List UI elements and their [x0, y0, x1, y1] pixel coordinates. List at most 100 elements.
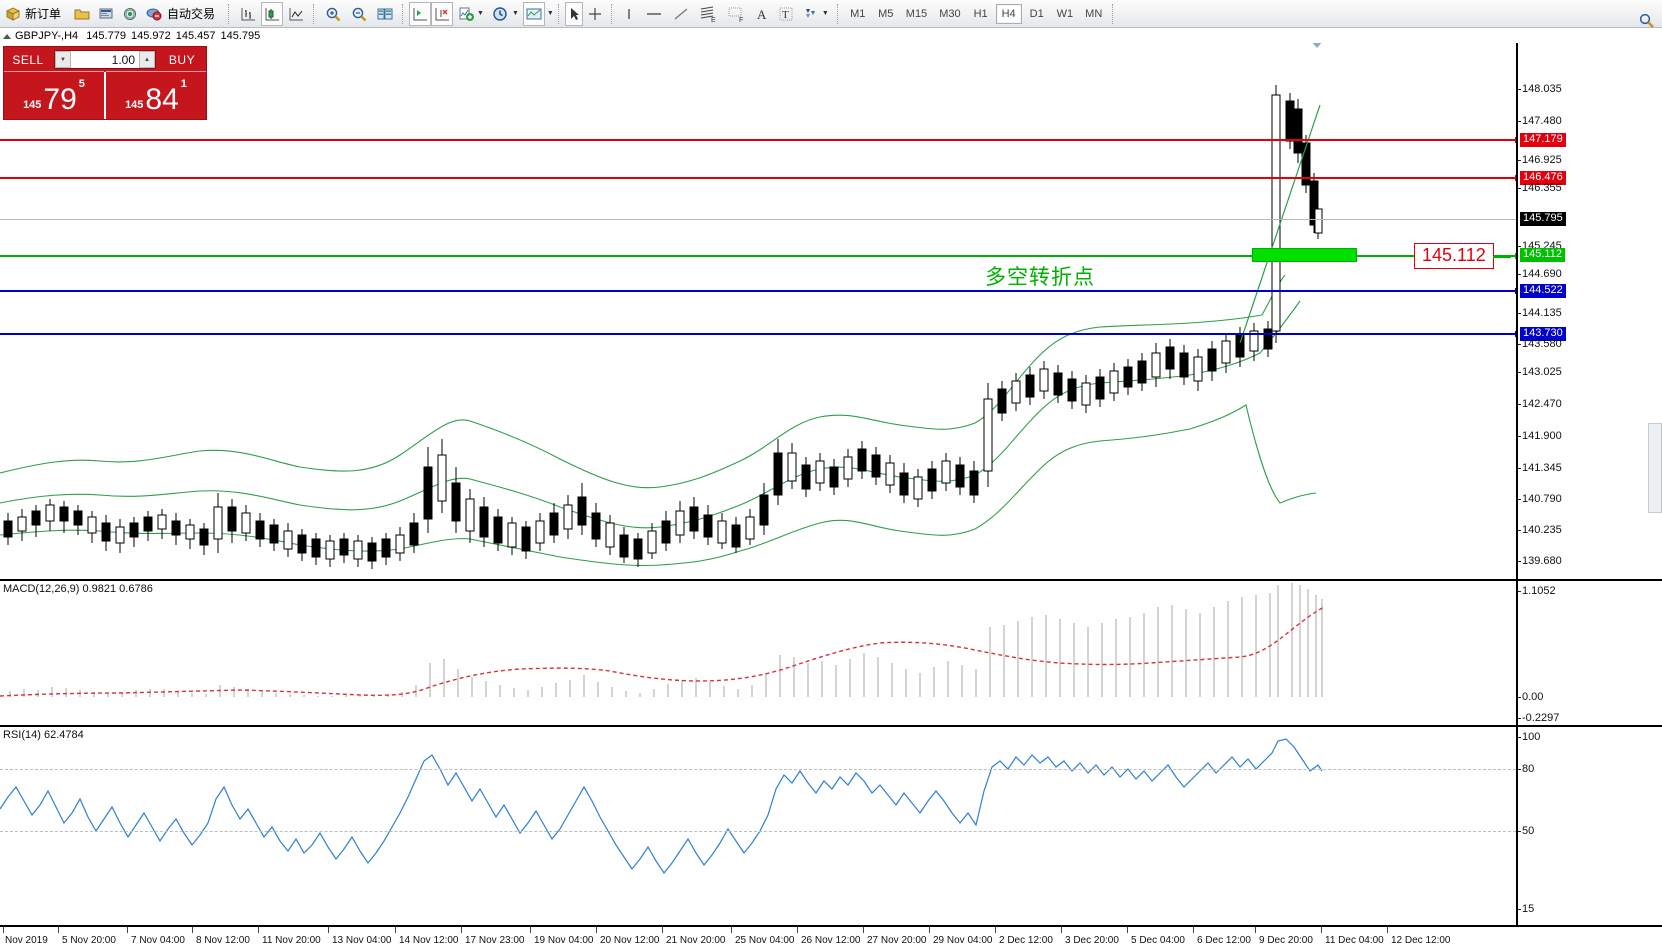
price-tick: 141.345 [1518, 462, 1562, 474]
rsi-pane[interactable]: RSI(14) 62.4784 100 80 50 15 [0, 725, 1662, 925]
time-separator [929, 927, 930, 933]
volume-stepper[interactable]: ▼ 1.00 ▲ [54, 50, 156, 69]
chart-shift-button[interactable] [431, 1, 454, 26]
periods-button[interactable]: ▼ [488, 2, 523, 26]
level-anchor[interactable] [1515, 331, 1516, 337]
divider [4, 71, 104, 72]
zoom-in-button[interactable] [320, 2, 346, 26]
level-line-146476[interactable] [0, 175, 1516, 181]
level-label-147179[interactable]: 147.179 [1520, 133, 1566, 147]
level-label-144522[interactable]: 144.522 [1520, 284, 1566, 298]
vertical-line-button[interactable] [618, 2, 640, 26]
line-chart-button[interactable] [283, 2, 309, 26]
level-line-144522[interactable] [0, 288, 1516, 294]
rsi-level-80-line [0, 769, 1516, 770]
level-line-145112[interactable] [0, 253, 1516, 259]
chevron-down-icon[interactable]: ▼ [546, 10, 554, 17]
horizontal-line-button[interactable] [640, 2, 668, 26]
text-label-button[interactable]: T [774, 2, 798, 26]
autoscroll-button[interactable] [409, 1, 432, 26]
autotrading-icon [146, 8, 162, 20]
buy-button[interactable]: 145 84 1 [106, 71, 206, 119]
timeframe-d1[interactable]: D1 [1029, 7, 1044, 20]
price-pane[interactable]: 145.112 多空转折点 148.035 147.480 147.179 14… [0, 43, 1662, 579]
sell-button[interactable]: 145 79 5 [4, 71, 106, 119]
new-order-button[interactable]: 新订单 [2, 2, 70, 26]
time-axis[interactable]: Nov 2019 5 Nov 20:00 7 Nov 04:00 8 Nov 1… [0, 925, 1662, 951]
timeframe-w1[interactable]: W1 [1056, 7, 1074, 20]
price-scale[interactable]: 148.035 147.480 147.179 146.925 146.476 … [1516, 43, 1662, 579]
rsi-plot[interactable] [0, 727, 1516, 925]
one-click-trade-panel[interactable]: SELL ▼ 1.00 ▲ BUY 145 79 5 145 84 1 [3, 46, 207, 120]
rsi-tick: 80 [1517, 763, 1535, 775]
channel-button[interactable]: F [722, 2, 750, 26]
chart-area[interactable]: 145.112 多空转折点 148.035 147.480 147.179 14… [0, 43, 1662, 952]
level-label-143730[interactable]: 143.730 [1520, 327, 1566, 341]
timeframe-m5[interactable]: M5 [878, 7, 894, 20]
terminal-button[interactable] [94, 2, 118, 26]
price-tick: 147.480 [1518, 115, 1562, 127]
trade-panel-header: SELL ▼ 1.00 ▲ BUY [4, 47, 206, 72]
pivot-highlight-zone[interactable] [1252, 248, 1357, 262]
buy-price-prefix: 145 [125, 99, 144, 111]
time-tick: 8 Nov 12:00 [196, 935, 250, 946]
timeframe-m1[interactable]: M1 [850, 7, 866, 20]
navigator-button[interactable] [118, 2, 142, 26]
rsi-level-50-line [0, 831, 1516, 832]
tile-windows-button[interactable] [372, 2, 398, 26]
time-separator [662, 927, 663, 933]
bar-chart-button[interactable] [235, 2, 261, 26]
level-label-145112[interactable]: 145.112 [1520, 248, 1565, 262]
price-tick: 141.900 [1518, 430, 1562, 442]
indicators-button[interactable]: ▼ [453, 2, 488, 26]
fibonacci-icon: E [700, 6, 716, 23]
time-separator [1193, 927, 1194, 933]
timeframe-mn[interactable]: MN [1085, 7, 1103, 20]
chevron-down-icon[interactable]: ▼ [477, 10, 484, 17]
cursor-button[interactable] [564, 1, 583, 26]
macd-pane[interactable]: MACD(12,26,9) 0.9821 0.6786 1.1052 0.00 … [0, 579, 1662, 725]
macd-scale[interactable]: 1.1052 0.00 -0.2297 [1516, 581, 1662, 725]
chevron-down-icon[interactable]: ▼ [821, 10, 829, 17]
volume-input[interactable]: 1.00 [111, 52, 135, 67]
time-separator [797, 927, 798, 933]
templates-button[interactable] [522, 1, 545, 26]
last-price-label: 145.795 [1520, 212, 1566, 226]
candlestick-chart-button[interactable] [261, 1, 284, 26]
folder-button[interactable] [70, 2, 94, 26]
volume-decrement-button[interactable]: ▼ [55, 51, 71, 68]
level-anchor[interactable] [1515, 137, 1516, 143]
rsi-scale[interactable]: 100 80 50 15 [1516, 727, 1662, 925]
collapse-triangle-icon[interactable] [3, 33, 11, 39]
bar-chart-icon [241, 7, 256, 20]
level-anchor[interactable] [1515, 253, 1516, 259]
level-anchor[interactable] [1515, 288, 1516, 294]
vertical-scrollbar[interactable] [1648, 423, 1662, 513]
timeframe-h1[interactable]: H1 [973, 7, 988, 20]
price-tick: 139.680 [1518, 555, 1562, 567]
level-anchor[interactable] [1515, 175, 1516, 181]
chevron-down-icon[interactable]: ▼ [511, 10, 519, 17]
bollinger-lower-band [0, 404, 1317, 567]
zoom-out-button[interactable] [346, 2, 372, 26]
macd-plot[interactable] [0, 581, 1516, 725]
timeframe-h4[interactable]: H4 [995, 3, 1022, 24]
level-label-146476[interactable]: 146.476 [1520, 171, 1566, 185]
trendline-button[interactable] [668, 2, 694, 26]
text-button[interactable]: A [750, 2, 774, 26]
crosshair-button[interactable] [583, 2, 607, 26]
shapes-button[interactable]: ▼ [798, 2, 833, 26]
pivot-price-box[interactable]: 145.112 [1414, 243, 1511, 269]
level-line-143730[interactable] [0, 331, 1516, 337]
price-plot[interactable]: 145.112 多空转折点 [0, 43, 1516, 579]
timeframe-m30[interactable]: M30 [939, 7, 961, 20]
templates-icon [526, 8, 542, 19]
toolbar-separator [313, 3, 316, 24]
bollinger-upper-band [0, 274, 1286, 489]
autotrading-button[interactable]: 自动交易 [142, 2, 224, 26]
level-line-147179[interactable] [0, 137, 1516, 143]
timeframe-m15[interactable]: M15 [905, 7, 928, 20]
volume-increment-button[interactable]: ▲ [139, 51, 155, 68]
fibonacci-button[interactable]: E [694, 2, 722, 26]
toolbar-search-button[interactable] [1634, 8, 1660, 32]
